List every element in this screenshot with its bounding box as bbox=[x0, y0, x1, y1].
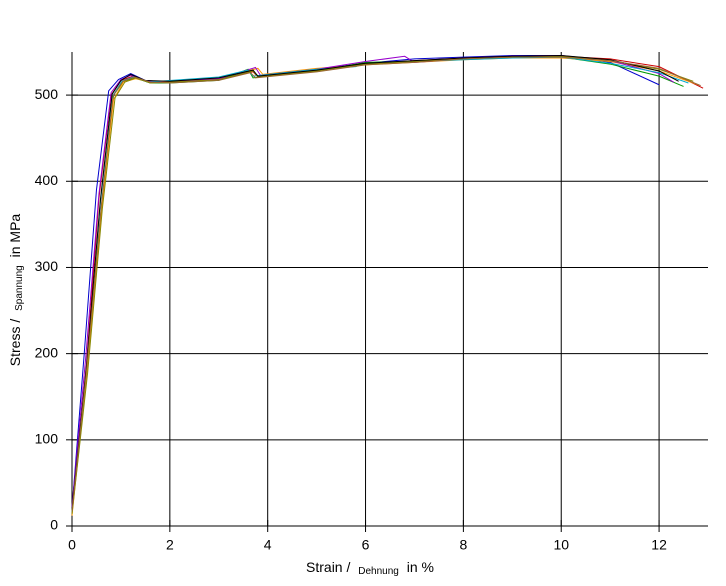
x-tick-label: 8 bbox=[459, 537, 467, 553]
y-tick-label: 0 bbox=[50, 517, 58, 533]
curve bbox=[71, 56, 701, 512]
y-tick-label: 500 bbox=[35, 86, 59, 102]
curve bbox=[71, 56, 684, 511]
curve bbox=[71, 57, 699, 516]
curve bbox=[71, 55, 694, 514]
curve bbox=[71, 54, 679, 510]
y-axis-title-main: Stress / bbox=[7, 319, 23, 367]
x-axis-title-unit: in % bbox=[407, 559, 434, 575]
curve bbox=[71, 55, 704, 514]
curve bbox=[71, 54, 675, 508]
x-axis-title: Strain / Dehnung in % bbox=[306, 559, 434, 578]
x-tick-label: 12 bbox=[651, 537, 667, 553]
y-tick-label: 300 bbox=[35, 258, 59, 274]
curve bbox=[71, 56, 689, 513]
y-tick-label: 400 bbox=[35, 172, 59, 188]
y-tick-label: 200 bbox=[35, 344, 59, 360]
x-tick-label: 6 bbox=[362, 537, 370, 553]
x-axis-title-sub: Dehnung bbox=[358, 566, 399, 577]
y-axis-title-sub: Spannung bbox=[14, 265, 25, 311]
x-tick-label: 0 bbox=[68, 537, 76, 553]
x-tick-label: 4 bbox=[264, 537, 272, 553]
y-axis-title-unit: in MPa bbox=[7, 214, 23, 258]
x-tick-label: 10 bbox=[553, 537, 569, 553]
y-axis-title: Stress / Spannung in MPa bbox=[7, 214, 26, 367]
x-axis-title-main: Strain / bbox=[306, 559, 350, 575]
y-tick-label: 100 bbox=[35, 431, 59, 447]
x-tick-label: 2 bbox=[166, 537, 174, 553]
